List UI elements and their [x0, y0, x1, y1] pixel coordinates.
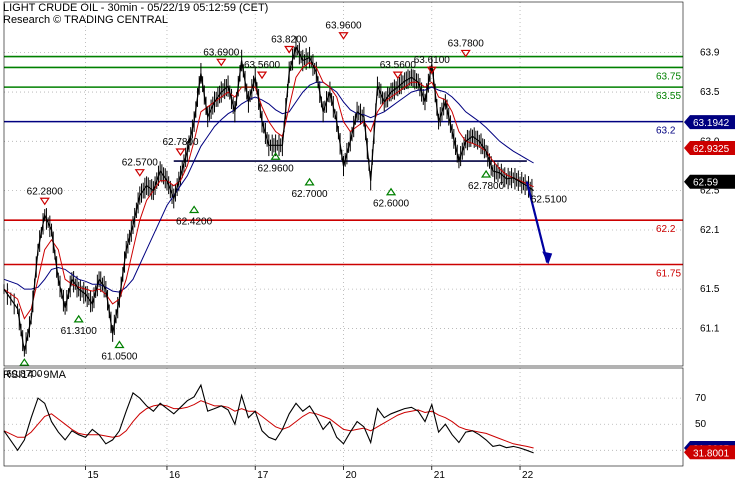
date-tick-label: 22	[522, 470, 534, 480]
low-marker-label: 60.8700	[6, 369, 43, 380]
main-panel-frame	[3, 1, 684, 367]
low-marker-label: 62.7800	[468, 181, 505, 192]
level-label: 62.2	[656, 224, 676, 235]
price-tick-label: 62.5	[700, 186, 720, 197]
rsi-tag-bg	[684, 445, 735, 460]
high-marker-label: 63.5600	[244, 60, 281, 71]
price-tick-label: 61.1	[700, 324, 720, 335]
price-tick-label: 62.1	[700, 225, 720, 236]
date-tick-label: 16	[169, 470, 181, 480]
price-tick-label: 61.5	[700, 284, 720, 295]
low-marker-triangle	[270, 152, 281, 160]
level-label: 61.75	[656, 269, 681, 280]
low-marker-triangle	[19, 358, 30, 366]
price-tag-label: 62.9325	[693, 144, 730, 155]
forecast-label: 62.5100	[531, 194, 568, 205]
low-marker-triangle	[188, 205, 200, 214]
low-marker-triangle	[385, 187, 397, 196]
high-marker-label: 63.5600	[380, 60, 417, 71]
high-marker-triangle	[460, 49, 471, 58]
date-tick-label: 20	[346, 470, 358, 480]
low-marker-triangle	[114, 340, 125, 349]
forecast-arrow-shaft	[525, 181, 549, 263]
date-tick-label: 17	[257, 470, 269, 480]
low-marker-label: 62.9600	[258, 163, 295, 174]
rsi-series	[3, 383, 534, 454]
price-line	[3, 44, 534, 352]
high-marker-label: 62.2800	[27, 186, 64, 197]
high-marker-triangle	[216, 58, 227, 67]
rsi-tick-label: 50	[695, 419, 707, 430]
level-label: 63.2	[656, 126, 676, 137]
low-marker-triangle	[73, 314, 84, 323]
high-marker-triangle	[256, 71, 268, 80]
high-marker-triangle	[39, 197, 50, 206]
high-marker-label: 63.8200	[271, 35, 308, 46]
low-marker-triangle	[304, 177, 315, 186]
high-marker-triangle	[134, 169, 145, 177]
high-marker-label: 63.7800	[448, 38, 485, 49]
price-tag-bg	[684, 115, 735, 130]
price-tag-bg	[684, 140, 735, 155]
high-marker-triangle	[284, 45, 295, 54]
chart-subtitle: Research © TRADING CENTRAL	[3, 14, 168, 26]
rsi-title: RSI14 - 9MA	[3, 369, 67, 381]
high-marker-label: 62.7800	[162, 137, 199, 148]
level-label: 63.75	[656, 71, 681, 82]
rsi-moving-average-line	[3, 400, 534, 449]
high-marker-triangle	[426, 66, 437, 75]
date-tick-label: 15	[87, 470, 99, 480]
high-low-markers: 62.280062.570062.780063.690063.560063.82…	[6, 21, 567, 380]
low-marker-label: 62.6000	[373, 199, 410, 210]
low-marker-label: 62.4200	[176, 216, 213, 227]
low-marker-triangle	[480, 169, 492, 178]
price-tag-label: 62.59	[693, 178, 718, 189]
price-tick-label: 63.9	[700, 48, 720, 59]
level-label: 63.55	[656, 91, 681, 102]
high-marker-label: 63.6900	[203, 47, 240, 58]
high-marker-label: 62.5700	[122, 158, 159, 169]
high-marker-label: 63.6100	[414, 55, 451, 66]
low-marker-label: 62.7000	[291, 189, 328, 200]
fast-moving-average-line	[3, 61, 534, 320]
low-marker-label: 61.0500	[101, 351, 138, 362]
rsi-line	[3, 383, 534, 454]
rsi-tick-label: 70	[695, 393, 707, 404]
high-marker-label: 63.9600	[325, 21, 362, 32]
date-tick-label: 21	[434, 470, 446, 480]
high-marker-triangle	[175, 148, 186, 157]
price-tag-label: 63.1942	[693, 118, 730, 129]
high-marker-triangle	[338, 32, 349, 40]
price-tag-bg	[684, 174, 735, 189]
high-marker-triangle	[392, 71, 403, 80]
rsi-tag-label: 31.8001	[693, 448, 730, 459]
forecast-arrow-head	[542, 251, 553, 265]
chart-title: LIGHT CRUDE OIL - 30min - 05/22/19 05:12…	[3, 2, 268, 14]
axes: 61.161.562.162.563.063.563.9151617202122…	[3, 1, 720, 480]
price-tick-label: 63.5	[700, 87, 720, 98]
rsi-grid	[4, 368, 683, 466]
price-series	[3, 35, 534, 357]
low-marker-label: 61.3100	[61, 326, 98, 337]
